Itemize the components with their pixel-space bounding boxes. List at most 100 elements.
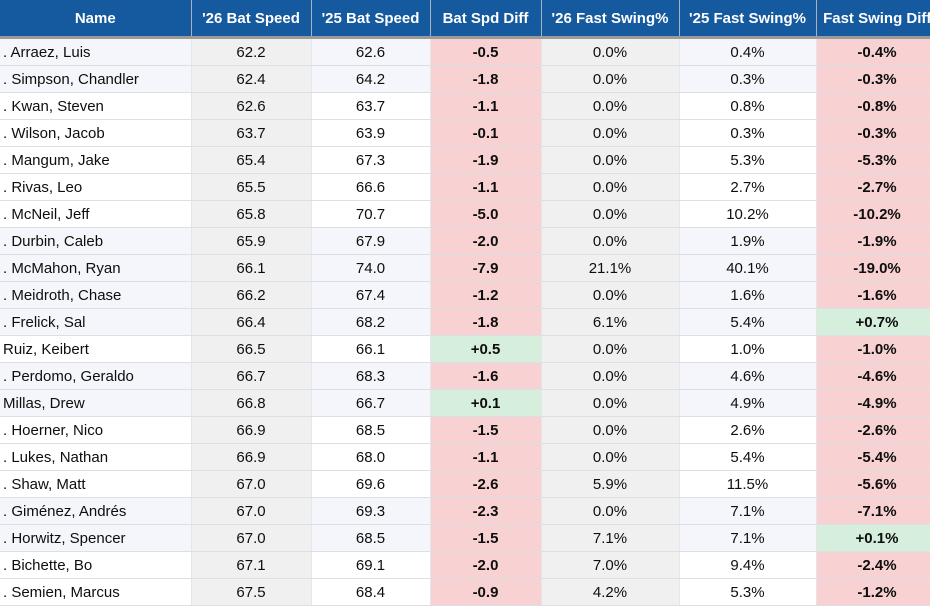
player-name-cell: . Lukes, Nathan [0, 443, 192, 471]
bat-spd-diff-cell: +0.1 [430, 389, 542, 417]
fast-swing-diff-cell: -19.0% [816, 254, 930, 282]
bat-speed-26-cell: 66.4 [191, 308, 312, 336]
fast-swing-25-cell: 5.4% [679, 443, 817, 471]
fast-swing-25-cell: 0.8% [679, 92, 817, 120]
column-header-bat-spd-diff[interactable]: Bat Spd Diff [430, 0, 542, 39]
column-header-fast-swing-diff[interactable]: Fast Swing Diff [816, 0, 930, 39]
bat-speed-25-cell: 69.6 [311, 470, 431, 498]
player-name-cell: . Durbin, Caleb [0, 227, 192, 255]
bat-speed-25-cell: 63.7 [311, 92, 431, 120]
bat-speed-26-cell: 67.0 [191, 470, 312, 498]
fast-swing-25-cell: 5.4% [679, 308, 817, 336]
fast-swing-26-cell: 0.0% [541, 200, 680, 228]
bat-spd-diff-cell: -2.0 [430, 551, 542, 579]
fast-swing-25-cell: 1.6% [679, 281, 817, 309]
bat-speed-25-cell: 68.2 [311, 308, 431, 336]
fast-swing-25-cell: 4.9% [679, 389, 817, 417]
bat-spd-diff-cell: -1.2 [430, 281, 542, 309]
fast-swing-26-cell: 0.0% [541, 146, 680, 174]
table-row: . Hoerner, Nico 66.9 68.5 -1.5 0.0% 2.6%… [0, 416, 930, 444]
player-name-cell: . McNeil, Jeff [0, 200, 192, 228]
bat-spd-diff-cell: -1.5 [430, 416, 542, 444]
column-header-25-fast-swing[interactable]: '25 Fast Swing% [679, 0, 817, 39]
bat-spd-diff-cell: -1.8 [430, 65, 542, 93]
table-row: . McMahon, Ryan 66.1 74.0 -7.9 21.1% 40.… [0, 254, 930, 282]
fast-swing-25-cell: 2.6% [679, 416, 817, 444]
fast-swing-26-cell: 7.1% [541, 524, 680, 552]
bat-speed-26-cell: 65.9 [191, 227, 312, 255]
bat-speed-26-cell: 65.4 [191, 146, 312, 174]
player-name-cell: . Arraez, Luis [0, 37, 192, 66]
player-name-cell: . Perdomo, Geraldo [0, 362, 192, 390]
bat-spd-diff-cell: +0.5 [430, 335, 542, 363]
player-name-cell: . Mangum, Jake [0, 146, 192, 174]
fast-swing-26-cell: 0.0% [541, 389, 680, 417]
fast-swing-26-cell: 0.0% [541, 335, 680, 363]
bat-speed-25-cell: 70.7 [311, 200, 431, 228]
fast-swing-diff-cell: -1.6% [816, 281, 930, 309]
fast-swing-26-cell: 0.0% [541, 227, 680, 255]
fast-swing-25-cell: 1.9% [679, 227, 817, 255]
fast-swing-diff-cell: -4.6% [816, 362, 930, 390]
bat-speed-26-cell: 63.7 [191, 119, 312, 147]
fast-swing-diff-cell: -1.0% [816, 335, 930, 363]
fast-swing-26-cell: 0.0% [541, 362, 680, 390]
player-name-cell: . Simpson, Chandler [0, 65, 192, 93]
bat-speed-25-cell: 68.3 [311, 362, 431, 390]
fast-swing-25-cell: 7.1% [679, 524, 817, 552]
bat-speed-26-cell: 65.8 [191, 200, 312, 228]
fast-swing-25-cell: 7.1% [679, 497, 817, 525]
fast-swing-25-cell: 9.4% [679, 551, 817, 579]
fast-swing-26-cell: 0.0% [541, 497, 680, 525]
player-name-cell: . McMahon, Ryan [0, 254, 192, 282]
fast-swing-diff-cell: -0.3% [816, 119, 930, 147]
bat-speed-25-cell: 68.5 [311, 524, 431, 552]
fast-swing-25-cell: 10.2% [679, 200, 817, 228]
column-header-name[interactable]: Name [0, 0, 192, 39]
bat-spd-diff-cell: -1.1 [430, 443, 542, 471]
bat-speed-26-cell: 66.9 [191, 416, 312, 444]
player-name-cell: . Frelick, Sal [0, 308, 192, 336]
bat-speed-26-cell: 66.5 [191, 335, 312, 363]
bat-speed-25-cell: 66.6 [311, 173, 431, 201]
bat-speed-26-cell: 66.2 [191, 281, 312, 309]
column-header-25-bat-speed[interactable]: '25 Bat Speed [311, 0, 431, 39]
bat-speed-26-cell: 67.1 [191, 551, 312, 579]
fast-swing-25-cell: 40.1% [679, 254, 817, 282]
column-header-26-fast-swing[interactable]: '26 Fast Swing% [541, 0, 680, 39]
table-row: . Simpson, Chandler 62.4 64.2 -1.8 0.0% … [0, 65, 930, 93]
bat-spd-diff-cell: -1.1 [430, 92, 542, 120]
player-name-cell: . Kwan, Steven [0, 92, 192, 120]
fast-swing-25-cell: 2.7% [679, 173, 817, 201]
fast-swing-26-cell: 21.1% [541, 254, 680, 282]
bat-speed-25-cell: 63.9 [311, 119, 431, 147]
bat-speed-26-cell: 66.9 [191, 443, 312, 471]
bat-spd-diff-cell: -1.8 [430, 308, 542, 336]
bat-speed-25-cell: 64.2 [311, 65, 431, 93]
fast-swing-diff-cell: -5.4% [816, 443, 930, 471]
bat-spd-diff-cell: -2.6 [430, 470, 542, 498]
fast-swing-diff-cell: -5.3% [816, 146, 930, 174]
fast-swing-26-cell: 6.1% [541, 308, 680, 336]
bat-speed-25-cell: 69.1 [311, 551, 431, 579]
bat-speed-25-cell: 66.7 [311, 389, 431, 417]
bat-spd-diff-cell: -0.5 [430, 37, 542, 66]
player-name-cell: . Hoerner, Nico [0, 416, 192, 444]
fast-swing-diff-cell: -0.3% [816, 65, 930, 93]
table-row: . Wilson, Jacob 63.7 63.9 -0.1 0.0% 0.3%… [0, 119, 930, 147]
player-name-cell: Millas, Drew [0, 389, 192, 417]
fast-swing-26-cell: 0.0% [541, 92, 680, 120]
bat-speed-25-cell: 68.4 [311, 578, 431, 606]
fast-swing-26-cell: 0.0% [541, 281, 680, 309]
bat-speed-26-cell: 66.1 [191, 254, 312, 282]
table-row: Millas, Drew 66.8 66.7 +0.1 0.0% 4.9% -4… [0, 389, 930, 417]
player-name-cell: . Wilson, Jacob [0, 119, 192, 147]
bat-speed-25-cell: 67.3 [311, 146, 431, 174]
bat-spd-diff-cell: -0.9 [430, 578, 542, 606]
column-header-26-bat-speed[interactable]: '26 Bat Speed [191, 0, 312, 39]
fast-swing-26-cell: 5.9% [541, 470, 680, 498]
bat-spd-diff-cell: -1.5 [430, 524, 542, 552]
table-row: . Arraez, Luis 62.2 62.6 -0.5 0.0% 0.4% … [0, 37, 930, 66]
